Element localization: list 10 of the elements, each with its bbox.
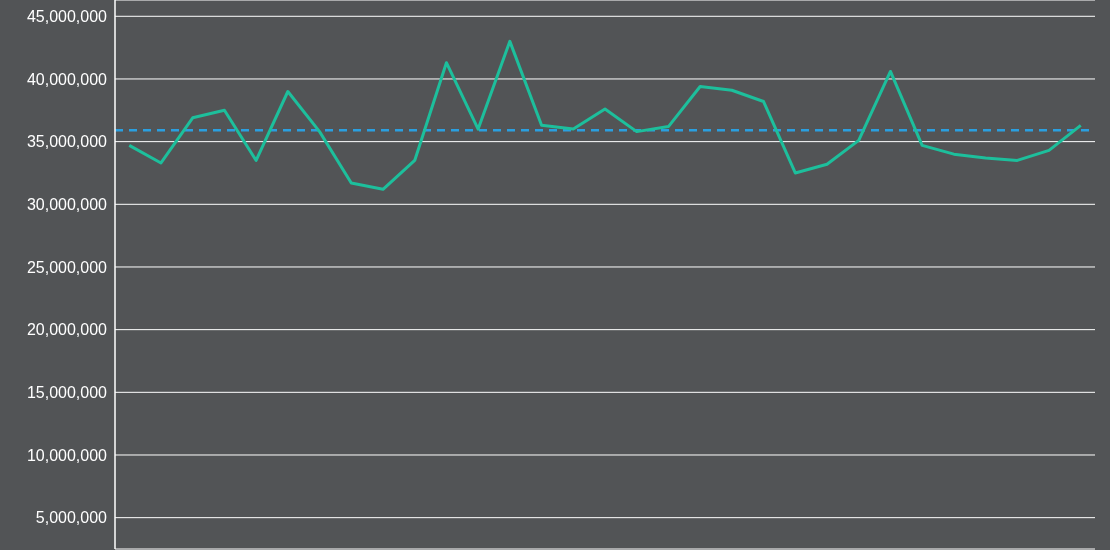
y-tick-label: 45,000,000 — [26, 7, 108, 25]
line-series — [127, 39, 1083, 191]
y-tick-label: 35,000,000 — [26, 133, 108, 151]
y-tick-label: 40,000,000 — [26, 70, 108, 88]
y-tick-label: 25,000,000 — [26, 258, 108, 276]
y-tick-label: 20,000,000 — [26, 321, 108, 339]
y-tick-label: 30,000,000 — [26, 195, 108, 213]
y-tick-label: 10,000,000 — [26, 446, 108, 464]
y-tick-label: 5,000,000 — [35, 509, 108, 527]
y-tick-label: 15,000,000 — [26, 384, 108, 401]
